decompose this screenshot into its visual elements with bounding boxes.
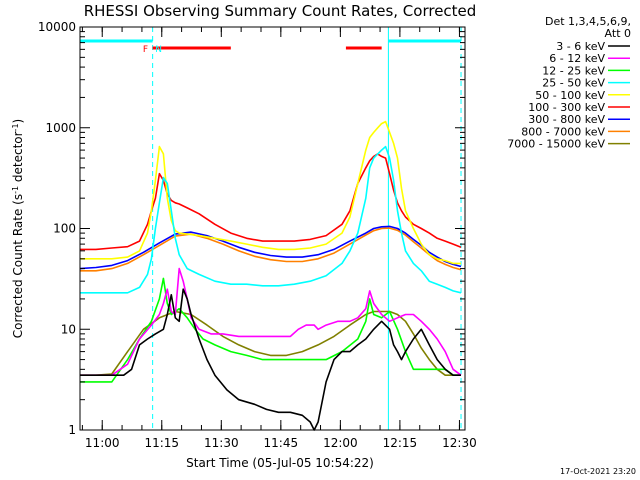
x-tick-label: 12:15 bbox=[383, 436, 418, 450]
flag-label-f: F bbox=[143, 45, 148, 55]
legend-entry-label: 50 - 100 keV bbox=[535, 89, 605, 102]
x-tick-label: 11:30 bbox=[204, 436, 239, 450]
x-axis-label: Start Time (05-Jul-05 10:54:22) bbox=[186, 456, 374, 470]
plot-area bbox=[80, 27, 465, 430]
legend-entry-label: 12 - 25 keV bbox=[542, 64, 605, 77]
x-tick-label: 11:00 bbox=[85, 436, 120, 450]
x-tick-label: 12:00 bbox=[323, 436, 358, 450]
chart-title: RHESSI Observing Summary Count Rates, Co… bbox=[84, 2, 477, 20]
y-tick-label: 100 bbox=[53, 222, 76, 236]
legend-header-line: Att 0 bbox=[605, 27, 631, 40]
series-line-3-6-kev bbox=[80, 288, 461, 431]
x-tick-label: 11:45 bbox=[264, 436, 299, 450]
y-tick-label: 1000 bbox=[45, 121, 76, 135]
y-tick-label: 10000 bbox=[38, 20, 76, 34]
legend-entry-label: 300 - 800 keV bbox=[528, 113, 605, 126]
series-line-100-300-kev bbox=[80, 153, 462, 251]
legend-entry-label: 25 - 50 keV bbox=[542, 77, 605, 90]
legend-header-line: Det 1,3,4,5,6,9, bbox=[545, 15, 631, 28]
series-line-800-7000-kev bbox=[80, 227, 462, 272]
y-axis-label-text: Corrected Count Rate (s-1 detector-1) bbox=[11, 119, 26, 338]
series-line-12-25-kev bbox=[80, 277, 461, 383]
series-layer bbox=[79, 120, 462, 431]
x-tick-label: 11:15 bbox=[144, 436, 179, 450]
timestamp: 17-Oct-2021 23:20 bbox=[560, 467, 636, 476]
legend-entry-label: 800 - 7000 keV bbox=[521, 125, 605, 138]
legend-entry-label: 100 - 300 keV bbox=[528, 101, 605, 114]
series-line-6-12-kev bbox=[80, 267, 462, 377]
flag-label-n: N bbox=[155, 45, 162, 55]
plot-background bbox=[80, 27, 465, 430]
y-tick-label: 10 bbox=[61, 322, 76, 336]
series-line-7000-15000-kev bbox=[80, 310, 461, 377]
x-tick-label: 12:30 bbox=[442, 436, 477, 450]
legend-entry-label: 7000 - 15000 keV bbox=[507, 138, 605, 151]
legend-entry-label: 3 - 6 keV bbox=[556, 40, 605, 53]
legend-entry-label: 6 - 12 keV bbox=[549, 52, 605, 65]
axes: 1 10 100 1000 10000 11:00 11:15 11:30 11:45 12:00… bbox=[38, 20, 477, 450]
series-line-25-50-kev bbox=[80, 145, 462, 294]
y-tick-label: 1 bbox=[68, 423, 76, 437]
series-line-50-100-kev bbox=[80, 120, 461, 265]
y-axis-label: Corrected Count Rate (s-1 detector-1) bbox=[11, 119, 26, 338]
